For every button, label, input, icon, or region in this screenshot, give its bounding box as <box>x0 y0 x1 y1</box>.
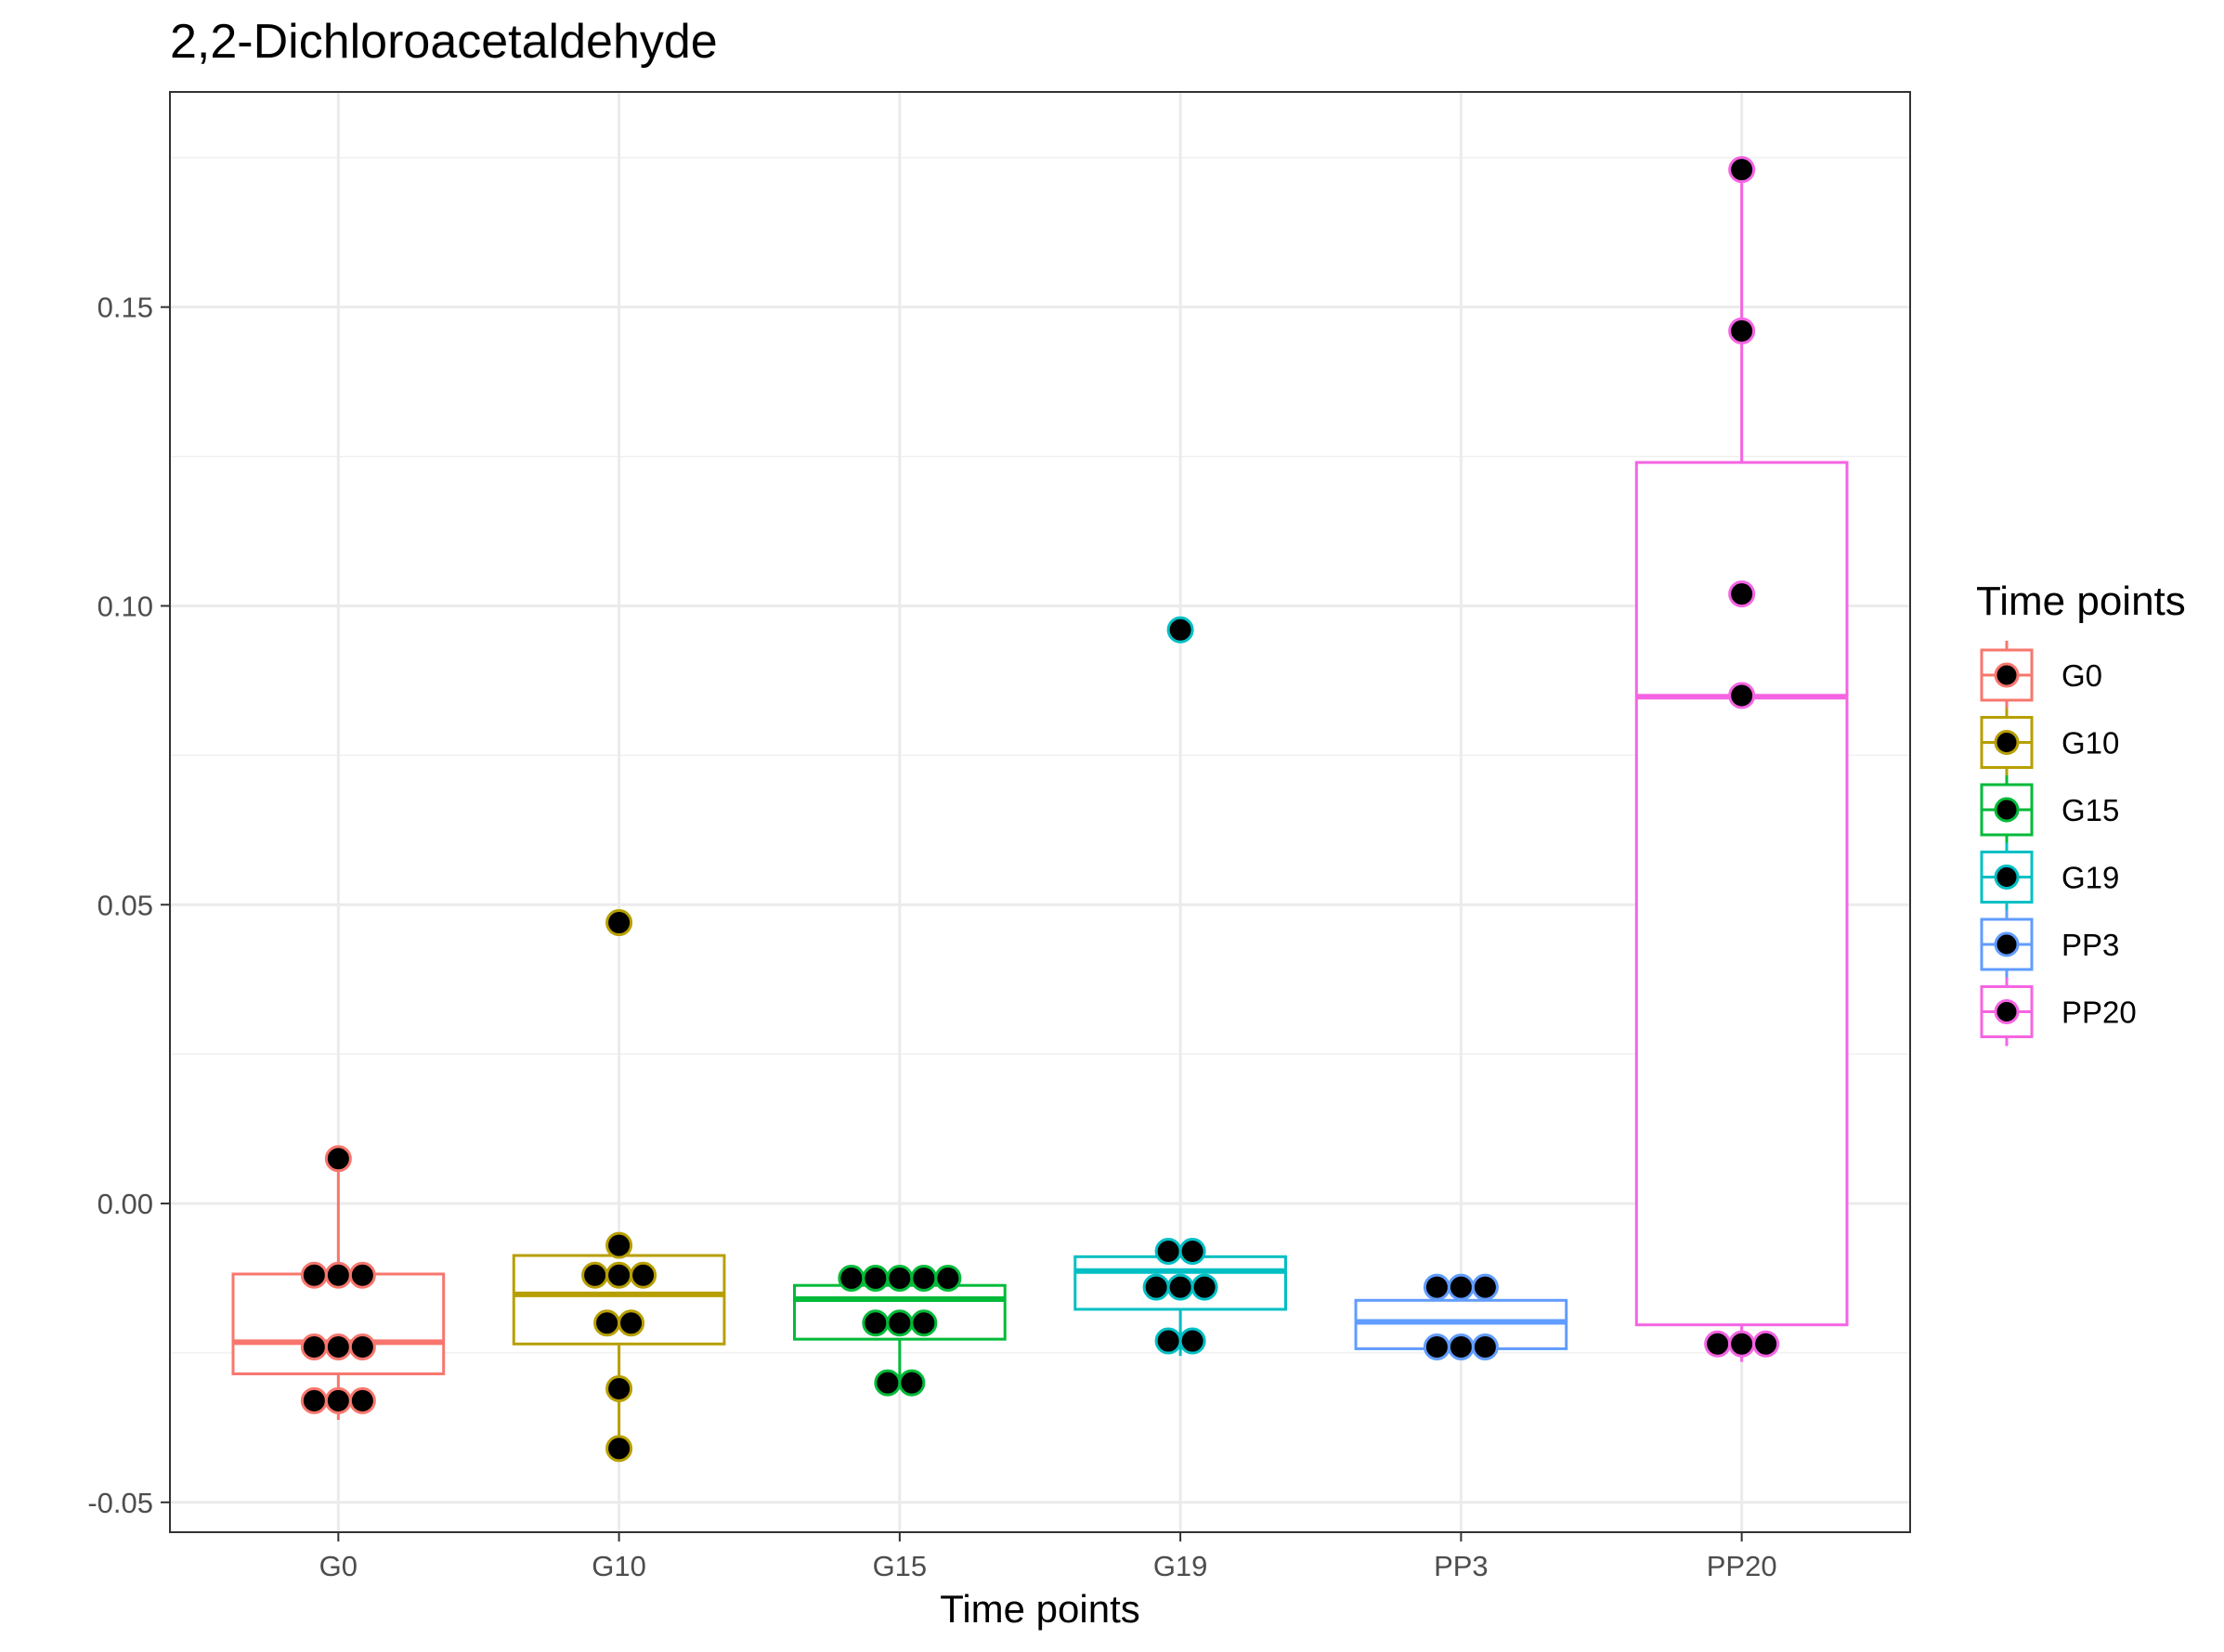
point-G15 <box>886 1264 914 1292</box>
points <box>300 156 1780 1463</box>
point-G0 <box>324 1261 352 1289</box>
legend-key-point <box>1994 730 2020 755</box>
y-tick-label: 0.00 <box>98 1188 153 1220</box>
legend-key-point <box>1994 662 2020 688</box>
point-PP20 <box>1728 682 1756 709</box>
point-PP3 <box>1471 1273 1499 1301</box>
point-G19 <box>1166 1273 1194 1301</box>
legend-label: G15 <box>2061 793 2119 827</box>
point-PP3 <box>1447 1333 1475 1360</box>
point-G15 <box>910 1309 938 1337</box>
y-tick-label: 0.05 <box>98 889 153 921</box>
point-PP20 <box>1728 156 1756 184</box>
point-PP3 <box>1471 1333 1499 1360</box>
point-G10 <box>618 1309 645 1337</box>
legend-key-point <box>1994 931 2020 957</box>
x-tick-label: G0 <box>319 1550 358 1582</box>
legend-item-G10: G10 <box>1980 708 2119 777</box>
x-tick-label: PP3 <box>1434 1550 1489 1582</box>
point-G15 <box>874 1369 902 1397</box>
point-G0 <box>348 1261 376 1289</box>
x-axis-title: Time points <box>940 1587 1140 1631</box>
y-tick-label: 0.15 <box>98 292 153 324</box>
point-G19 <box>1166 616 1194 644</box>
point-G19 <box>1142 1273 1170 1301</box>
point-G10 <box>605 909 633 937</box>
x-tick-label: G10 <box>592 1550 646 1582</box>
axes: -0.05 0.00 0.05 0.10 0.15 G0 G10 G15 G19 PP3 PP20 <box>87 292 1776 1582</box>
point-G0 <box>300 1261 328 1289</box>
legend-label: PP20 <box>2061 995 2137 1030</box>
point-G0 <box>324 1386 352 1414</box>
point-G19 <box>1178 1238 1206 1266</box>
grid <box>170 92 1910 1532</box>
chart-title: 2,2-Dichloroacetaldehyde <box>170 15 718 69</box>
x-tick-label: G15 <box>873 1550 928 1582</box>
panel-border <box>169 91 1911 1533</box>
point-G15 <box>934 1264 962 1292</box>
point-G10 <box>605 1435 633 1463</box>
x-tick-label: PP20 <box>1707 1550 1777 1582</box>
point-G0 <box>300 1386 328 1414</box>
point-G15 <box>898 1369 926 1397</box>
point-G10 <box>605 1231 633 1259</box>
point-PP20 <box>1728 580 1756 608</box>
point-G15 <box>838 1264 865 1292</box>
point-G19 <box>1154 1238 1182 1266</box>
point-PP3 <box>1423 1333 1450 1360</box>
legend-item-G15: G15 <box>1980 775 2119 844</box>
point-PP20 <box>1704 1330 1732 1358</box>
legend-item-G0: G0 <box>1980 641 2102 709</box>
point-G0 <box>300 1333 328 1360</box>
legend-label: G19 <box>2061 861 2119 895</box>
legend-item-PP3: PP3 <box>1980 910 2119 979</box>
legend-key-point <box>1994 865 2020 890</box>
legend-item-G19: G19 <box>1980 842 2119 912</box>
y-tick-label: 0.10 <box>98 590 153 622</box>
legend-label: G10 <box>2061 726 2119 761</box>
panel-background <box>170 92 1910 1532</box>
legend-title: Time points <box>1976 579 2186 624</box>
point-G19 <box>1190 1273 1218 1301</box>
x-tick-label: G19 <box>1153 1550 1208 1582</box>
point-PP20 <box>1728 1330 1756 1358</box>
legend: Time points G0 G10 G15 G19 PP3 PP20 <box>1976 579 2186 1047</box>
legend-item-PP20: PP20 <box>1980 977 2137 1047</box>
point-G10 <box>630 1261 657 1289</box>
legend-label: PP3 <box>2061 928 2119 962</box>
y-tick-label: -0.05 <box>87 1487 153 1519</box>
point-G15 <box>910 1264 938 1292</box>
point-G0 <box>324 1333 352 1360</box>
legend-label: G0 <box>2061 658 2102 693</box>
point-PP3 <box>1423 1273 1450 1301</box>
point-G15 <box>862 1264 890 1292</box>
point-G10 <box>593 1309 621 1337</box>
point-G0 <box>348 1333 376 1360</box>
point-G10 <box>605 1261 633 1289</box>
legend-key-point <box>1994 999 2020 1024</box>
point-G15 <box>886 1309 914 1337</box>
point-PP3 <box>1447 1273 1475 1301</box>
point-G10 <box>581 1261 609 1289</box>
point-PP20 <box>1728 317 1756 345</box>
point-G10 <box>605 1375 633 1403</box>
point-G15 <box>862 1309 890 1337</box>
legend-key-point <box>1994 797 2020 823</box>
point-PP20 <box>1752 1330 1780 1358</box>
point-G19 <box>1178 1327 1206 1355</box>
point-G0 <box>348 1386 376 1414</box>
point-G0 <box>324 1145 352 1173</box>
point-G19 <box>1154 1327 1182 1355</box>
